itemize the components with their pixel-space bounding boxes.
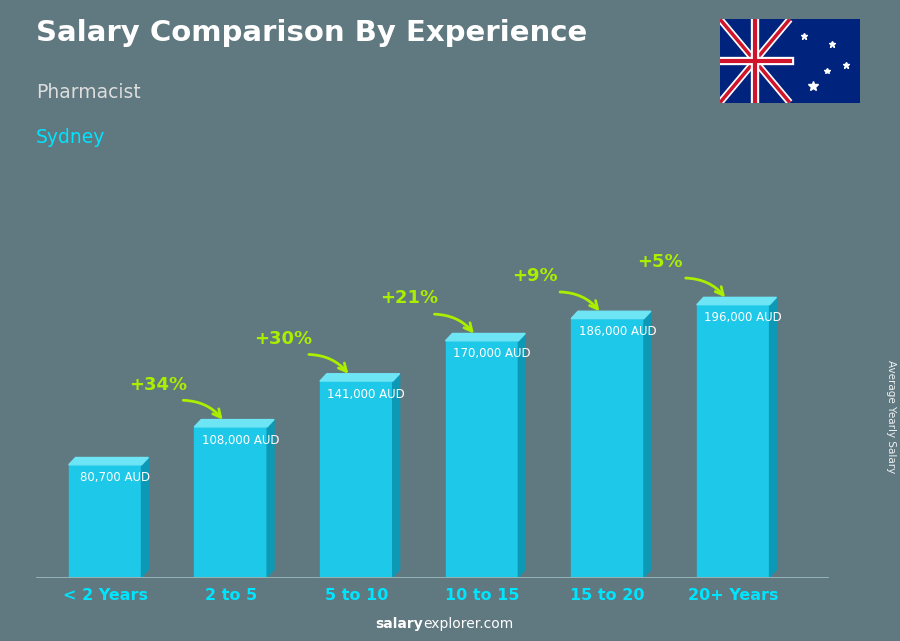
Polygon shape [194,427,267,577]
Text: salary: salary [375,617,423,631]
Polygon shape [320,381,392,577]
Polygon shape [194,420,274,427]
Text: +34%: +34% [129,376,187,394]
Polygon shape [572,312,651,319]
Polygon shape [68,465,141,577]
Text: 80,700 AUD: 80,700 AUD [80,472,150,485]
Text: 186,000 AUD: 186,000 AUD [579,325,656,338]
Text: +30%: +30% [255,329,312,347]
Text: Sydney: Sydney [36,128,105,147]
Polygon shape [446,333,526,341]
Text: 141,000 AUD: 141,000 AUD [328,388,405,401]
Polygon shape [446,341,518,577]
Polygon shape [267,420,274,577]
Polygon shape [68,458,148,465]
Polygon shape [697,297,777,304]
Polygon shape [518,333,526,577]
Polygon shape [770,297,777,577]
Text: +5%: +5% [637,253,683,271]
Polygon shape [572,319,644,577]
Text: Average Yearly Salary: Average Yearly Salary [886,360,896,473]
Text: Pharmacist: Pharmacist [36,83,140,103]
Text: 196,000 AUD: 196,000 AUD [705,312,782,324]
Text: +21%: +21% [380,290,438,308]
Text: Salary Comparison By Experience: Salary Comparison By Experience [36,19,587,47]
Text: 108,000 AUD: 108,000 AUD [202,433,280,447]
Polygon shape [141,458,149,577]
Polygon shape [392,374,400,577]
Text: 170,000 AUD: 170,000 AUD [454,347,531,360]
Polygon shape [697,304,770,577]
Polygon shape [320,374,400,381]
Text: +9%: +9% [512,267,557,285]
Polygon shape [644,312,651,577]
Text: explorer.com: explorer.com [423,617,513,631]
